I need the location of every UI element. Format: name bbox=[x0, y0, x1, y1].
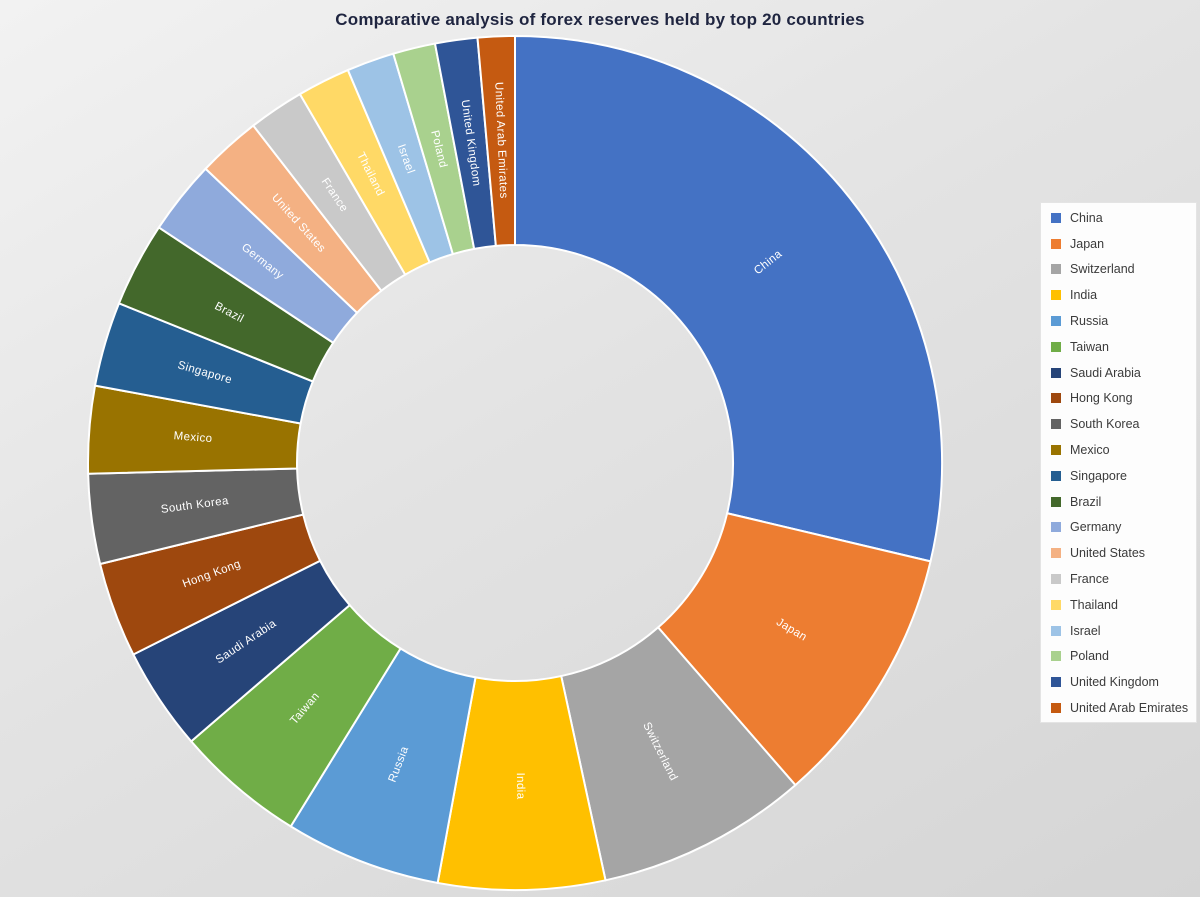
legend-item-singapore: Singapore bbox=[1045, 463, 1192, 489]
legend-label-united-arab-emirates: United Arab Emirates bbox=[1070, 701, 1189, 716]
legend-swatch-taiwan bbox=[1051, 341, 1061, 352]
legend-item-thailand: Thailand bbox=[1045, 592, 1192, 618]
legend-label-brazil: Brazil bbox=[1070, 494, 1102, 509]
legend-swatch-china bbox=[1051, 212, 1061, 223]
legend-swatch-japan bbox=[1051, 238, 1061, 249]
legend-item-russia: Russia bbox=[1045, 308, 1192, 334]
legend-swatch-thailand bbox=[1051, 599, 1061, 610]
legend-label-india: India bbox=[1070, 288, 1098, 303]
legend-label-hong-kong: Hong Kong bbox=[1070, 391, 1133, 406]
legend-swatch-germany bbox=[1051, 522, 1061, 533]
legend-label-south-korea: South Korea bbox=[1070, 417, 1140, 432]
legend-label-switzerland: Switzerland bbox=[1070, 262, 1135, 277]
legend-item-israel: Israel bbox=[1045, 618, 1192, 644]
legend-item-india: India bbox=[1045, 282, 1192, 308]
legend-label-singapore: Singapore bbox=[1070, 468, 1127, 483]
chart-title: Comparative analysis of forex reserves h… bbox=[335, 10, 865, 29]
legend-item-france: France bbox=[1045, 566, 1192, 592]
legend: China Japan Switzerland India Russia Taiwan Sa… bbox=[1040, 202, 1197, 723]
donut-slice-china bbox=[514, 34, 943, 563]
legend-label-poland: Poland bbox=[1070, 649, 1109, 664]
legend-swatch-hong-kong bbox=[1051, 393, 1061, 404]
legend-item-united-states: United States bbox=[1045, 540, 1192, 566]
legend-item-poland: Poland bbox=[1045, 644, 1192, 670]
legend-item-united-kingdom: United Kingdom bbox=[1045, 669, 1192, 695]
legend-swatch-switzerland bbox=[1051, 264, 1061, 275]
slice-label-united-arab-emirates: United Arab Emirates bbox=[492, 82, 509, 199]
legend-item-brazil: Brazil bbox=[1045, 489, 1192, 515]
legend-label-mexico: Mexico bbox=[1070, 443, 1110, 458]
legend-item-mexico: Mexico bbox=[1045, 437, 1192, 463]
donut-slice-united-arab-emirates bbox=[476, 34, 516, 247]
legend-swatch-brazil bbox=[1051, 496, 1061, 507]
legend-label-china: China bbox=[1070, 210, 1103, 225]
legend-label-russia: Russia bbox=[1070, 314, 1109, 329]
legend-swatch-united-states bbox=[1051, 548, 1061, 559]
legend-swatch-india bbox=[1051, 290, 1061, 301]
legend-label-taiwan: Taiwan bbox=[1070, 339, 1109, 354]
legend-swatch-israel bbox=[1051, 625, 1061, 636]
slice-label-india: India bbox=[514, 772, 526, 799]
legend-item-south-korea: South Korea bbox=[1045, 411, 1192, 437]
legend-label-japan: Japan bbox=[1070, 236, 1105, 251]
legend-swatch-united-kingdom bbox=[1051, 677, 1061, 688]
legend-item-china: China bbox=[1045, 205, 1192, 231]
legend-label-saudi-arabia: Saudi Arabia bbox=[1070, 365, 1141, 380]
legend-item-japan: Japan bbox=[1045, 231, 1192, 257]
legend-item-united-arab-emirates: United Arab Emirates bbox=[1045, 695, 1192, 721]
legend-label-thailand: Thailand bbox=[1070, 597, 1118, 612]
legend-label-united-states: United States bbox=[1070, 546, 1146, 561]
legend-swatch-singapore bbox=[1051, 470, 1061, 481]
legend-item-taiwan: Taiwan bbox=[1045, 334, 1192, 360]
legend-label-israel: Israel bbox=[1070, 623, 1101, 638]
legend-swatch-united-arab-emirates bbox=[1051, 703, 1061, 714]
legend-item-saudi-arabia: Saudi Arabia bbox=[1045, 360, 1192, 386]
legend-item-switzerland: Switzerland bbox=[1045, 257, 1192, 283]
legend-label-france: France bbox=[1070, 572, 1109, 587]
legend-item-hong-kong: Hong Kong bbox=[1045, 386, 1192, 412]
legend-swatch-russia bbox=[1051, 316, 1061, 327]
legend-item-germany: Germany bbox=[1045, 515, 1192, 541]
legend-swatch-saudi-arabia bbox=[1051, 367, 1061, 378]
slice-label-mexico: Mexico bbox=[173, 430, 213, 445]
legend-swatch-poland bbox=[1051, 651, 1061, 662]
legend-swatch-south-korea bbox=[1051, 419, 1061, 430]
legend-swatch-mexico bbox=[1051, 445, 1061, 456]
legend-swatch-france bbox=[1051, 574, 1061, 585]
legend-label-germany: Germany bbox=[1070, 520, 1122, 535]
legend-label-united-kingdom: United Kingdom bbox=[1070, 675, 1159, 690]
